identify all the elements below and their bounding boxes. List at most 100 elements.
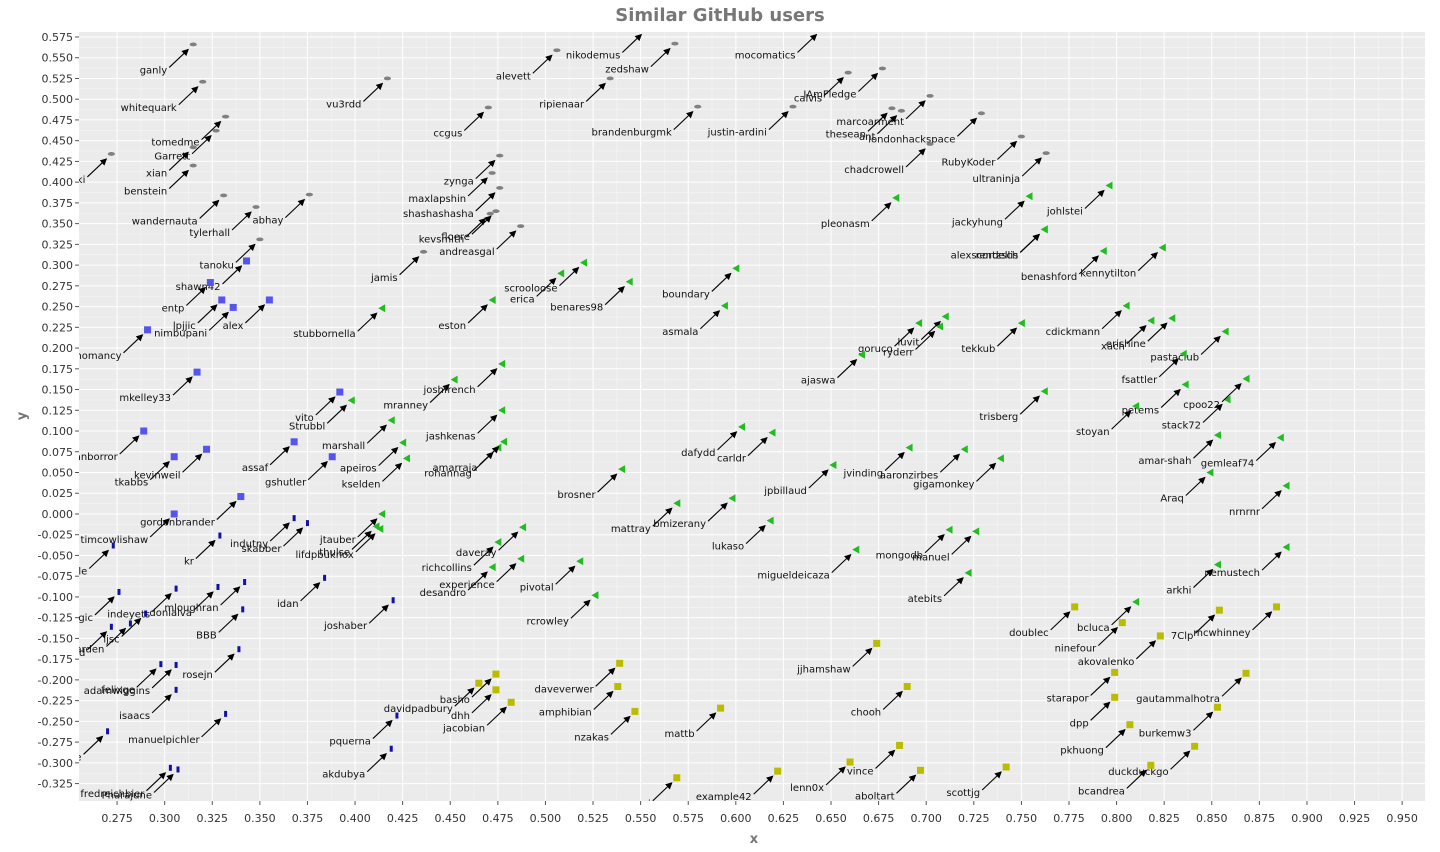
- data-point: pleonasm: [821, 193, 900, 230]
- y-tick-label: 0.450: [42, 135, 74, 148]
- point-label: jvinding: [842, 469, 883, 480]
- point-marker: [475, 679, 483, 687]
- point-label: tylerhall: [189, 228, 230, 239]
- annotation-arrow: [597, 473, 618, 493]
- data-point: ganly: [140, 42, 197, 76]
- data-point: brandenburgmk: [591, 104, 702, 139]
- y-tick-label: -0.250: [38, 715, 73, 728]
- annotation-arrow: [231, 211, 252, 231]
- annotation-arrow: [621, 33, 643, 53]
- x-tick-label: 0.700: [910, 812, 942, 825]
- point-marker: [144, 610, 148, 617]
- point-marker: [846, 758, 854, 766]
- data-point: ki: [79, 152, 115, 186]
- point-label: londonhackspace: [868, 134, 955, 145]
- annotation-arrow: [858, 72, 879, 92]
- data-point: ripienaar: [539, 76, 614, 110]
- point-label: shawn42: [176, 282, 221, 293]
- point-label: maxlapshin: [408, 194, 466, 205]
- data-point: tanoku: [200, 237, 264, 271]
- data-point: johlstei: [1046, 181, 1113, 217]
- x-tick-label: 0.825: [1148, 812, 1180, 825]
- annotation-arrow: [463, 111, 485, 131]
- point-marker: [395, 712, 399, 719]
- point-label: amphibian: [539, 708, 592, 719]
- data-point: jacobian: [442, 698, 515, 734]
- point-marker: [492, 670, 500, 678]
- point-marker: [915, 319, 923, 328]
- point-label: calvis: [794, 94, 822, 105]
- annotation-arrow: [378, 446, 399, 467]
- annotation-arrow: [905, 148, 926, 168]
- point-marker: [789, 104, 797, 109]
- point-marker: [1223, 395, 1231, 404]
- annotation-arrow: [220, 586, 241, 606]
- point-label: BBB: [196, 630, 217, 641]
- x-tick-label: 0.400: [339, 812, 371, 825]
- annotation-arrow: [355, 533, 376, 553]
- point-label: xach: [1101, 342, 1125, 353]
- point-marker: [1017, 319, 1025, 328]
- point-label: scottjg: [946, 788, 980, 799]
- data-point: joshaber: [323, 597, 395, 632]
- data-point: stack72: [1162, 395, 1231, 431]
- point-marker: [206, 279, 214, 287]
- annotation-arrow: [86, 631, 108, 651]
- annotation-arrow: [366, 753, 387, 773]
- data-point: tekkub: [961, 319, 1025, 355]
- data-point: vito: [295, 388, 344, 424]
- point-label: joshfrench: [422, 385, 475, 396]
- x-tick-label: 0.900: [1291, 812, 1323, 825]
- point-label: bcluca: [1077, 623, 1110, 634]
- annotation-arrow: [151, 694, 172, 714]
- point-marker: [1040, 225, 1048, 234]
- point-marker: [243, 257, 251, 265]
- data-point: donialva: [149, 583, 220, 619]
- point-label: nrnrnr: [1229, 507, 1261, 518]
- point-label: ganly: [140, 65, 168, 76]
- data-point: dhh: [451, 686, 500, 722]
- point-marker: [1282, 481, 1290, 490]
- data-point: atebits: [908, 568, 972, 605]
- y-tick-label: 0.150: [42, 384, 74, 397]
- annotation-arrow: [924, 534, 945, 554]
- annotation-arrow: [570, 599, 591, 619]
- point-marker: [1179, 349, 1187, 358]
- data-point: pivotal: [520, 557, 584, 593]
- point-marker: [857, 350, 865, 359]
- annotation-arrow: [1021, 157, 1042, 177]
- annotation-arrow: [825, 766, 846, 786]
- point-label: starapor: [1047, 693, 1090, 704]
- data-point: Strubbl: [289, 396, 355, 432]
- point-marker: [218, 532, 222, 539]
- point-marker: [500, 437, 508, 446]
- data-point: stoyan: [1076, 402, 1140, 438]
- point-label: pastaclub: [1150, 352, 1199, 363]
- point-label: jtauber: [319, 535, 357, 546]
- point-label: luvit: [898, 338, 920, 349]
- annotation-arrow: [1185, 476, 1206, 496]
- annotation-arrow: [595, 667, 616, 687]
- point-marker: [977, 111, 986, 116]
- annotation-arrow: [650, 47, 671, 68]
- data-point: BBB: [196, 606, 245, 641]
- point-marker: [189, 145, 197, 150]
- point-marker: [1221, 327, 1229, 336]
- data-point: stubbornella: [293, 304, 386, 340]
- y-tick-label: 0.475: [42, 114, 74, 127]
- annotation-arrow: [1135, 640, 1157, 660]
- y-tick-label: -0.100: [38, 591, 73, 604]
- data-point: carldr: [717, 428, 776, 465]
- point-label: andreasgal: [439, 247, 494, 258]
- annotation-arrow: [997, 140, 1018, 160]
- point-marker: [1025, 192, 1033, 201]
- data-point: floere: [441, 209, 500, 243]
- annotation-arrow: [585, 82, 606, 102]
- data-point: duckduckgo: [1108, 742, 1199, 778]
- point-marker: [888, 106, 896, 111]
- point-marker: [614, 683, 622, 691]
- annotation-arrow: [153, 773, 174, 793]
- data-point: tkabbs: [115, 453, 178, 489]
- point-marker: [1213, 560, 1221, 569]
- point-marker: [498, 359, 506, 368]
